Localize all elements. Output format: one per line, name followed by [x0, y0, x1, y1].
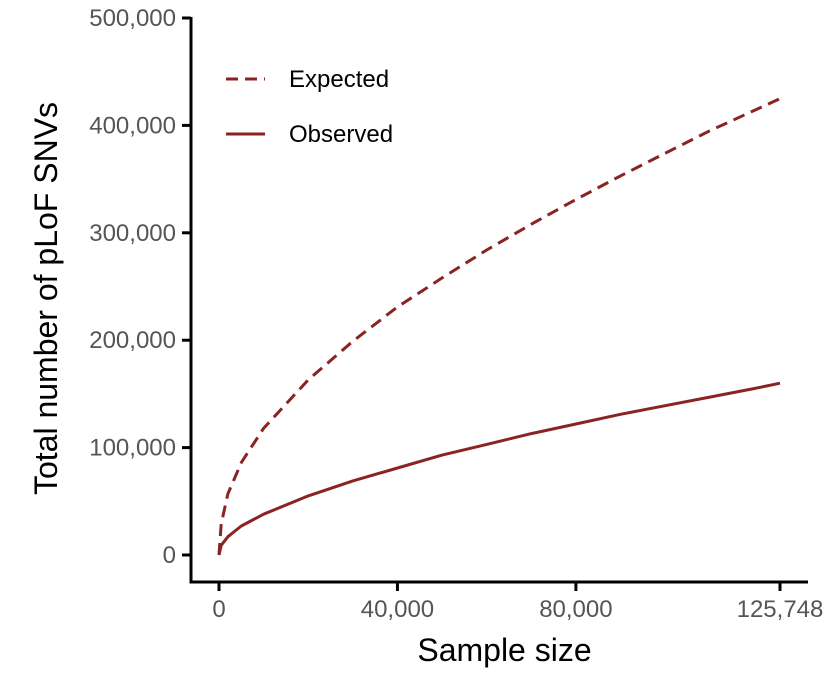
x-tick-label: 80,000: [539, 596, 612, 623]
axes: [189, 17, 808, 584]
y-tick-label: 500,000: [89, 5, 176, 32]
legend: Expected Observed: [226, 66, 393, 148]
series-line-observed: [217, 381, 781, 556]
y-tick-label: 100,000: [89, 435, 176, 462]
legend-label-expected: Expected: [289, 66, 389, 93]
x-tick-label: 0: [212, 596, 225, 623]
y-tick-label: 200,000: [89, 327, 176, 354]
ticks: 0 100,000 200,000 300,000 400,000 500,000 0 40,…: [89, 5, 823, 623]
x-tick-label: 40,000: [361, 596, 434, 623]
series-lines: [217, 97, 781, 556]
x-tick-label: 125,748: [737, 596, 824, 623]
y-tick-label: 400,000: [89, 112, 176, 139]
x-axis-title: Sample size: [417, 632, 591, 668]
series-line-expected: [217, 97, 781, 556]
y-tick-label: 0: [163, 542, 176, 569]
y-tick-label: 300,000: [89, 220, 176, 247]
y-axis-title: Total number of pLoF SNVs: [28, 102, 64, 495]
legend-label-observed: Observed: [289, 121, 393, 148]
